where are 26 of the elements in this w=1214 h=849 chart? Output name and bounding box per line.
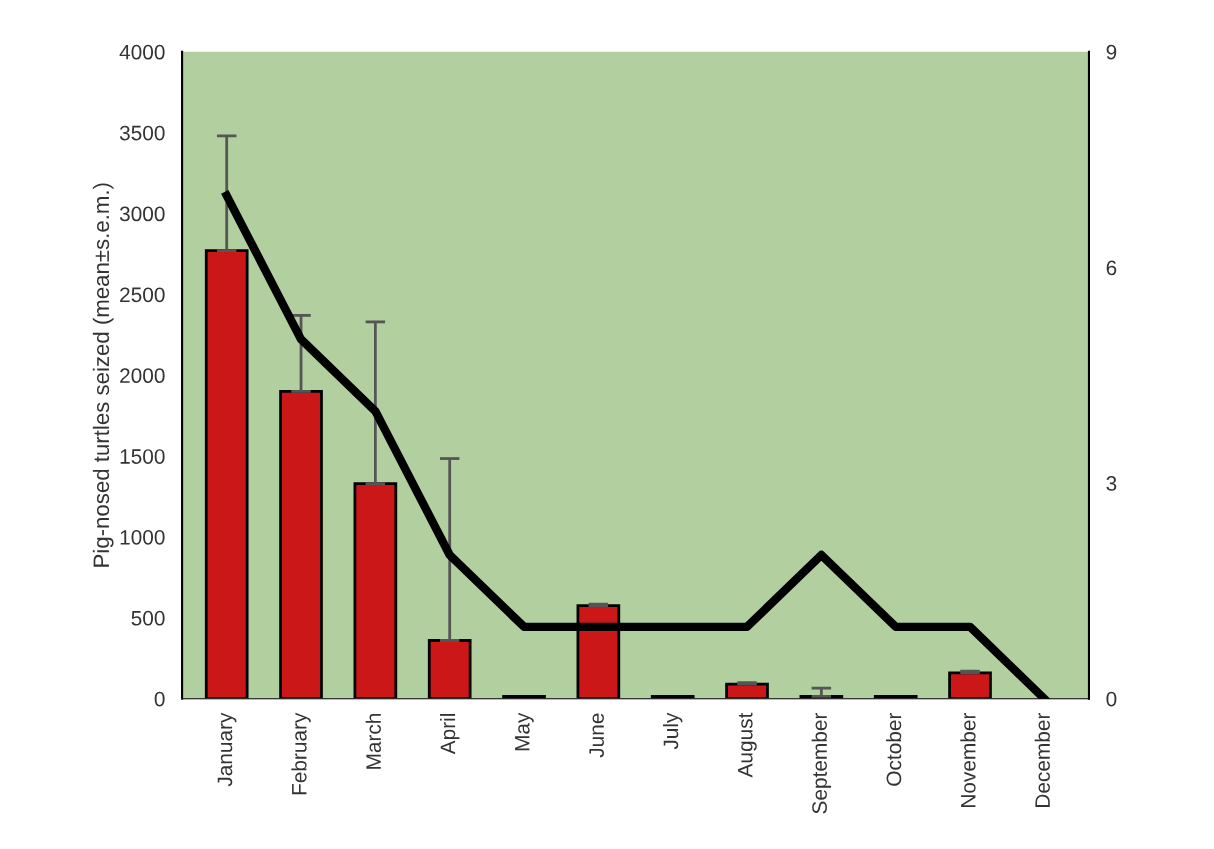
x-tick-label: September xyxy=(811,712,832,814)
x-tick-label: October xyxy=(885,712,902,786)
y2-tick-label: 9 xyxy=(1106,44,1117,60)
x-tick-label: November xyxy=(960,712,976,807)
y-tick-label: 1500 xyxy=(120,449,165,464)
x-tick-label: January xyxy=(217,712,237,787)
x-tick-label: April xyxy=(439,714,460,755)
y-axis-title: Pig-nosed turtles seized (mean±s.e.m.) xyxy=(92,183,114,567)
x-tick-label: February xyxy=(291,712,311,795)
x-tick-label: June xyxy=(589,713,604,758)
y2-tick-label: 6 xyxy=(1106,260,1117,276)
x-tick-label: July xyxy=(662,712,683,750)
y-tick-label: 2500 xyxy=(120,287,165,303)
y-tick-label: 3000 xyxy=(119,206,165,222)
y-tick-label: 1000 xyxy=(120,529,165,545)
y-tick-label: 3500 xyxy=(119,125,165,141)
x-tick-label: December xyxy=(1034,712,1050,807)
y2-tick-label: 0 xyxy=(1106,691,1117,707)
x-tick-label: March xyxy=(365,713,381,769)
y-tick-label: 500 xyxy=(131,610,165,626)
y-tick-label: 4000 xyxy=(119,44,165,60)
y-tick-label: 0 xyxy=(154,691,165,707)
y-tick-label: 2000 xyxy=(120,368,165,384)
x-tick-label: May xyxy=(515,712,534,751)
x-tick-label: August xyxy=(738,712,757,778)
y2-tick-label: 3 xyxy=(1106,476,1117,491)
